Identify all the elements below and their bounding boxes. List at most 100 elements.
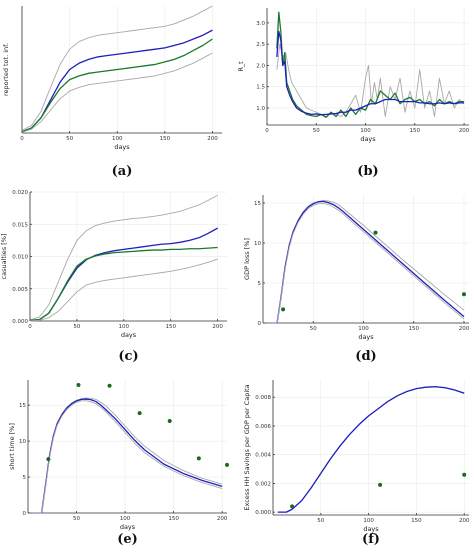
series-line-gray: [268, 202, 465, 324]
x-tick-label: 100: [119, 324, 130, 330]
y-tick-label: 0.000: [255, 510, 271, 516]
y-axis-label: R_t: [237, 61, 245, 72]
panel-label: (d): [355, 349, 376, 364]
x-tick-label: 0: [28, 324, 32, 330]
y-axis-label: casualties [%]: [0, 234, 8, 280]
grid-e: [28, 380, 227, 514]
y-tick-label: 0.008: [255, 395, 271, 401]
y-tick-label: 10: [254, 241, 261, 247]
y-tick-label: 1.5: [256, 85, 265, 91]
data-point: [137, 411, 142, 416]
y-tick-label: 0.002: [255, 481, 271, 487]
y-tick-label: 0.000: [12, 319, 28, 325]
x-tick-label: 100: [358, 326, 369, 332]
data-point: [76, 383, 81, 388]
grid-c: [29, 191, 227, 322]
series-line-gray: [21, 52, 213, 133]
panel-label: (e): [117, 532, 138, 547]
data-point: [46, 457, 51, 462]
x-tick-label: 50: [73, 516, 80, 522]
x-tick-label: 200: [459, 518, 470, 524]
series-line-blue: [276, 30, 465, 116]
series-line-gray: [277, 386, 465, 513]
x-tick-label: 50: [313, 128, 320, 134]
x-tick-label: 50: [73, 324, 80, 330]
data-point: [378, 482, 383, 487]
grid-f: [273, 380, 469, 515]
x-tick-label: 100: [120, 516, 131, 522]
y-tick-label: 15: [19, 403, 26, 409]
chart-panel-c: 0 50 100 150 200 0.000 0.005 0.010 0.015 0.020 day…: [0, 190, 227, 364]
series-line-green: [29, 246, 218, 321]
x-tick-label: 150: [160, 136, 171, 142]
x-tick-label: 0: [265, 128, 269, 134]
x-tick-label: 150: [410, 128, 421, 134]
y-tick-label: 0.005: [12, 287, 28, 293]
x-axis-label: days: [363, 525, 379, 533]
data-point: [461, 292, 466, 297]
x-tick-label: 200: [207, 136, 218, 142]
x-tick-label: 100: [112, 136, 123, 142]
x-axis-label: days: [114, 143, 130, 151]
x-axis-label: days: [120, 523, 136, 531]
x-tick-label: 0: [20, 136, 24, 142]
y-tick-label: 0: [258, 321, 262, 327]
chart-panel-e: 50 100 150 200 0 5 10 15 days short time [%] (e): [8, 380, 229, 547]
series-line-gray: [276, 43, 465, 117]
y-tick-label: 1.0: [256, 106, 265, 112]
x-tick-label: 150: [168, 516, 179, 522]
chart-panel-f: 50 100 150 200 0.000 0.002 0.004 0.006 0.008 days…: [243, 380, 470, 547]
y-axis-label: Excess HH Savings per GDP per Capita: [243, 384, 251, 510]
series-line-gray: [21, 5, 213, 131]
chart-panel-d: 50 100 150 200 0 5 10 15 days GDP loss [%] (d): [243, 195, 470, 364]
y-tick-label: 3.0: [256, 21, 265, 27]
x-tick-label: 150: [165, 324, 176, 330]
data-point: [225, 462, 229, 467]
data-point: [462, 472, 467, 477]
x-tick-label: 50: [310, 326, 317, 332]
series-line-blue: [268, 200, 465, 324]
y-axis-label: GDP loss [%]: [243, 238, 251, 280]
x-axis-label: days: [121, 331, 137, 339]
y-tick-label: 5: [23, 475, 27, 481]
y-tick-label: 0.010: [12, 255, 28, 261]
x-tick-label: 200: [459, 128, 470, 134]
series-line-gray: [29, 258, 218, 322]
y-tick-label: 5: [258, 281, 262, 287]
series-line-green: [21, 38, 213, 133]
x-tick-label: 100: [360, 128, 371, 134]
y-tick-label: 15: [254, 201, 261, 207]
grid-d: [263, 195, 469, 324]
x-tick-label: 150: [408, 326, 419, 332]
data-point: [290, 504, 295, 509]
data-point: [196, 456, 201, 461]
data-point: [167, 418, 172, 423]
series-line-blue: [21, 29, 213, 133]
x-tick-label: 50: [66, 136, 73, 142]
series-line-blue: [277, 386, 465, 513]
x-axis-label: days: [358, 333, 374, 341]
y-tick-label: 0.020: [12, 190, 28, 196]
x-tick-label: 200: [459, 326, 470, 332]
y-tick-label: 0: [23, 511, 27, 517]
series-line-gray: [32, 400, 223, 514]
y-tick-label: 2.0: [256, 63, 265, 69]
y-tick-label: 2.5: [256, 42, 265, 48]
x-tick-label: 200: [217, 516, 228, 522]
x-tick-label: 200: [212, 324, 223, 330]
chart-panel-b: 0 50 100 150 200 1.0 1.5 2.0 2.5 3.0 days R_t (b): [237, 8, 470, 179]
chart-panel-a: 0 50 100 150 200 days reported tot. inf. (a): [2, 5, 222, 179]
y-axis-label: short time [%]: [8, 423, 16, 470]
data-point: [281, 307, 286, 312]
x-tick-label: 100: [363, 518, 374, 524]
y-tick-label: 10: [19, 439, 26, 445]
panel-label: (c): [118, 349, 138, 364]
y-tick-label: 0.006: [255, 424, 271, 430]
y-axis-label: reported tot. inf.: [2, 43, 10, 96]
y-tick-label: 0.004: [255, 453, 271, 459]
data-point: [373, 230, 378, 235]
x-tick-label: 150: [411, 518, 422, 524]
panel-label: (f): [362, 532, 380, 547]
series-line-gray: [29, 194, 218, 321]
x-axis-label: days: [360, 135, 376, 143]
